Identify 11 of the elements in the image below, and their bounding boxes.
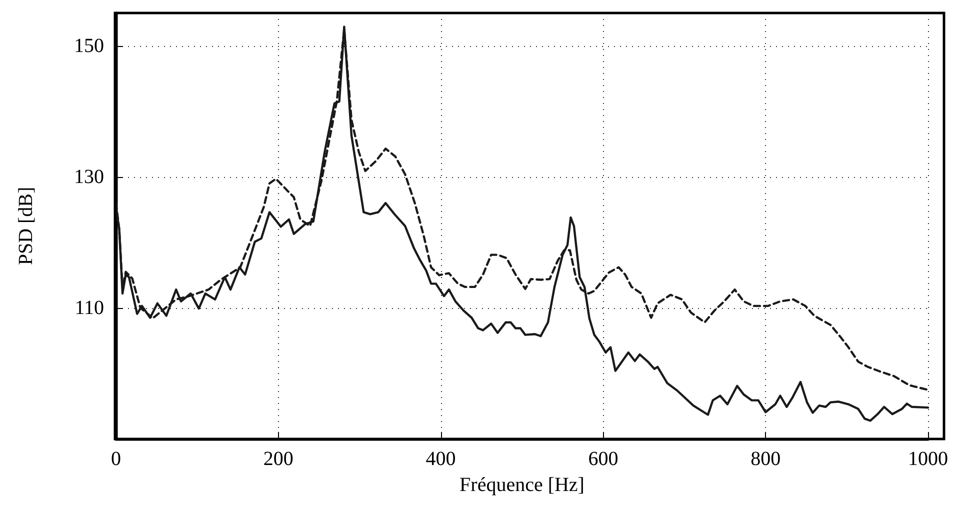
x-tick-label: 800 bbox=[750, 448, 781, 470]
y-tick-label: 130 bbox=[74, 166, 104, 188]
x-tick-label: 0 bbox=[111, 448, 121, 470]
y-axis-title: PSD [dB] bbox=[15, 186, 37, 266]
x-tick-label: 600 bbox=[588, 448, 618, 470]
x-tick-label: 1000 bbox=[908, 448, 948, 470]
x-axis-title: Fréquence [Hz] bbox=[460, 474, 584, 496]
x-tick-label: 400 bbox=[426, 448, 456, 470]
y-tick-label: 110 bbox=[74, 296, 104, 319]
x-tick-label: 200 bbox=[263, 448, 294, 470]
y-tick-label: 150 bbox=[74, 34, 104, 57]
